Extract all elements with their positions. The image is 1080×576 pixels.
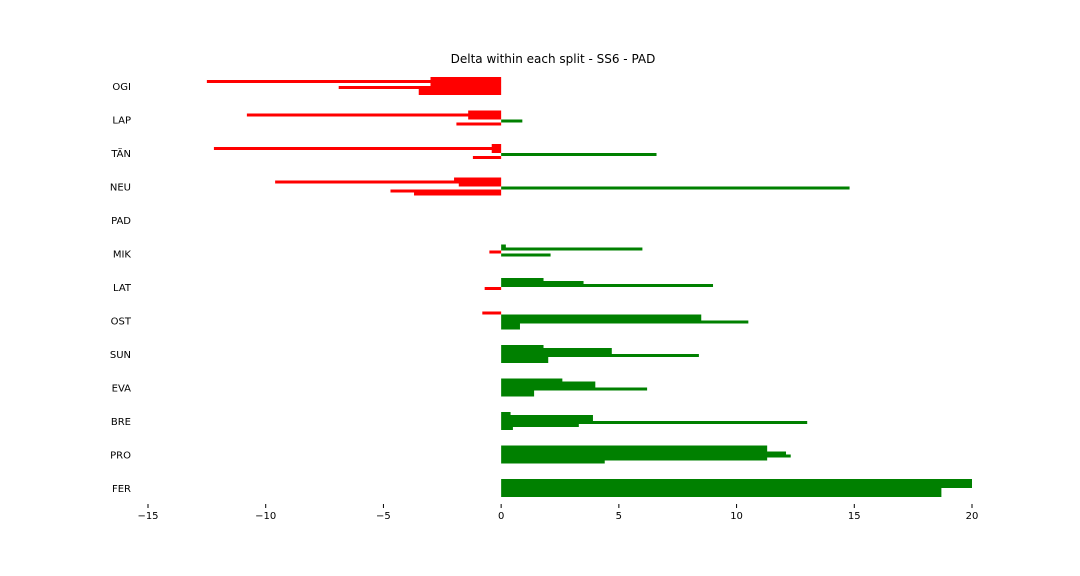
x-axis: −15 −10 −5 0 5 10 15 20 (137, 504, 978, 522)
bar-ogi-4 (338, 86, 502, 89)
bar-ost-1 (482, 311, 502, 315)
bar-neu-1 (454, 177, 502, 181)
bar-eva-2 (501, 381, 596, 385)
bar-lat-2 (501, 281, 584, 284)
bar-ogi-6 (418, 92, 502, 95)
bar-eva-4 (501, 387, 648, 391)
bars-layer (206, 77, 972, 497)
x-tick-label: 10 (730, 511, 743, 522)
bar-ogi-1 (430, 77, 502, 80)
bar-bre-2 (501, 415, 593, 418)
bar-fer-4 (501, 488, 942, 491)
bar-eva-3 (501, 384, 596, 388)
bar-ost-6 (501, 326, 520, 330)
bar-tän-4 (501, 153, 657, 156)
bar-pro-3 (501, 451, 787, 455)
x-tick-label: 0 (498, 511, 504, 522)
bar-lap-1 (468, 110, 502, 114)
x-tick-label: 15 (848, 511, 861, 522)
bar-bre-6 (501, 427, 513, 430)
bar-neu-2 (275, 180, 502, 184)
bar-ost-3 (501, 317, 702, 321)
y-tick-label: MIK (113, 250, 132, 261)
bar-neu-6 (414, 192, 502, 196)
bar-sun-6 (501, 360, 549, 363)
y-tick-label: PRO (110, 451, 131, 462)
y-tick-label: OST (111, 317, 132, 328)
x-tick-label: −15 (137, 511, 158, 522)
bar-fer-6 (501, 494, 942, 497)
bar-bre-4 (501, 421, 808, 424)
bar-mik-1 (501, 244, 506, 248)
bar-ost-2 (501, 314, 702, 318)
y-tick-label: TÄN (110, 147, 131, 160)
bar-fer-3 (501, 485, 972, 488)
x-tick-label: −10 (255, 511, 276, 522)
bar-ost-5 (501, 323, 520, 327)
y-tick-label: EVA (112, 384, 132, 395)
y-tick-label: OGI (112, 82, 131, 93)
bar-neu-4 (501, 186, 850, 190)
chart-title: Delta within each split - SS6 - PAD (451, 52, 656, 66)
y-tick-label: FER (112, 484, 131, 495)
bar-sun-5 (501, 357, 549, 360)
bar-lat-3 (501, 284, 714, 287)
x-tick-label: 20 (966, 511, 979, 522)
bar-eva-6 (501, 393, 535, 397)
bar-eva-5 (501, 390, 535, 394)
x-tick-label: −5 (376, 511, 391, 522)
bar-tän-5 (472, 156, 502, 159)
bar-mik-2 (501, 247, 643, 251)
bar-pro-5 (501, 457, 768, 461)
bar-mik-3 (489, 250, 502, 254)
x-tick-label: 5 (616, 511, 622, 522)
bar-lap-4 (501, 119, 523, 123)
bar-lap-5 (456, 122, 502, 126)
bar-lap-2 (246, 113, 502, 117)
y-tick-label: SUN (110, 350, 131, 361)
bar-fer-1 (501, 479, 972, 482)
bar-sun-2 (501, 348, 612, 351)
bar-ogi-2 (206, 80, 502, 83)
bar-lat-4 (484, 287, 502, 290)
bar-tän-1 (491, 144, 502, 147)
y-tick-labels: FER PRO BRE EVA SUN OST LAT MIK PAD NEU TÄN LAP OGI (110, 82, 132, 495)
y-tick-label: BRE (111, 417, 131, 428)
bar-neu-5 (390, 189, 502, 193)
bar-fer-2 (501, 482, 972, 485)
bar-neu-3 (458, 183, 502, 187)
bar-ogi-5 (418, 89, 502, 92)
bar-pro-6 (501, 460, 605, 464)
bar-fer-5 (501, 491, 942, 494)
bar-mik-4 (501, 253, 551, 257)
bar-bre-5 (501, 424, 579, 427)
y-tick-label: LAT (113, 283, 132, 294)
bar-sun-1 (501, 345, 544, 348)
bar-tän-3 (491, 150, 502, 153)
bar-bre-3 (501, 418, 593, 421)
bar-eva-1 (501, 378, 563, 382)
y-tick-label: LAP (112, 116, 131, 127)
bar-sun-4 (501, 354, 699, 357)
y-tick-label: PAD (111, 216, 131, 227)
bar-pro-1 (501, 445, 768, 449)
bar-pro-2 (501, 448, 768, 452)
bar-lat-1 (501, 278, 544, 281)
bar-pro-4 (501, 454, 791, 458)
bar-lap-3 (468, 116, 502, 120)
bar-bre-1 (501, 412, 511, 415)
y-tick-label: NEU (110, 183, 131, 194)
bar-tän-2 (213, 147, 502, 150)
bar-ogi-3 (430, 83, 502, 86)
bar-ost-4 (501, 320, 749, 324)
bar-sun-3 (501, 351, 612, 354)
